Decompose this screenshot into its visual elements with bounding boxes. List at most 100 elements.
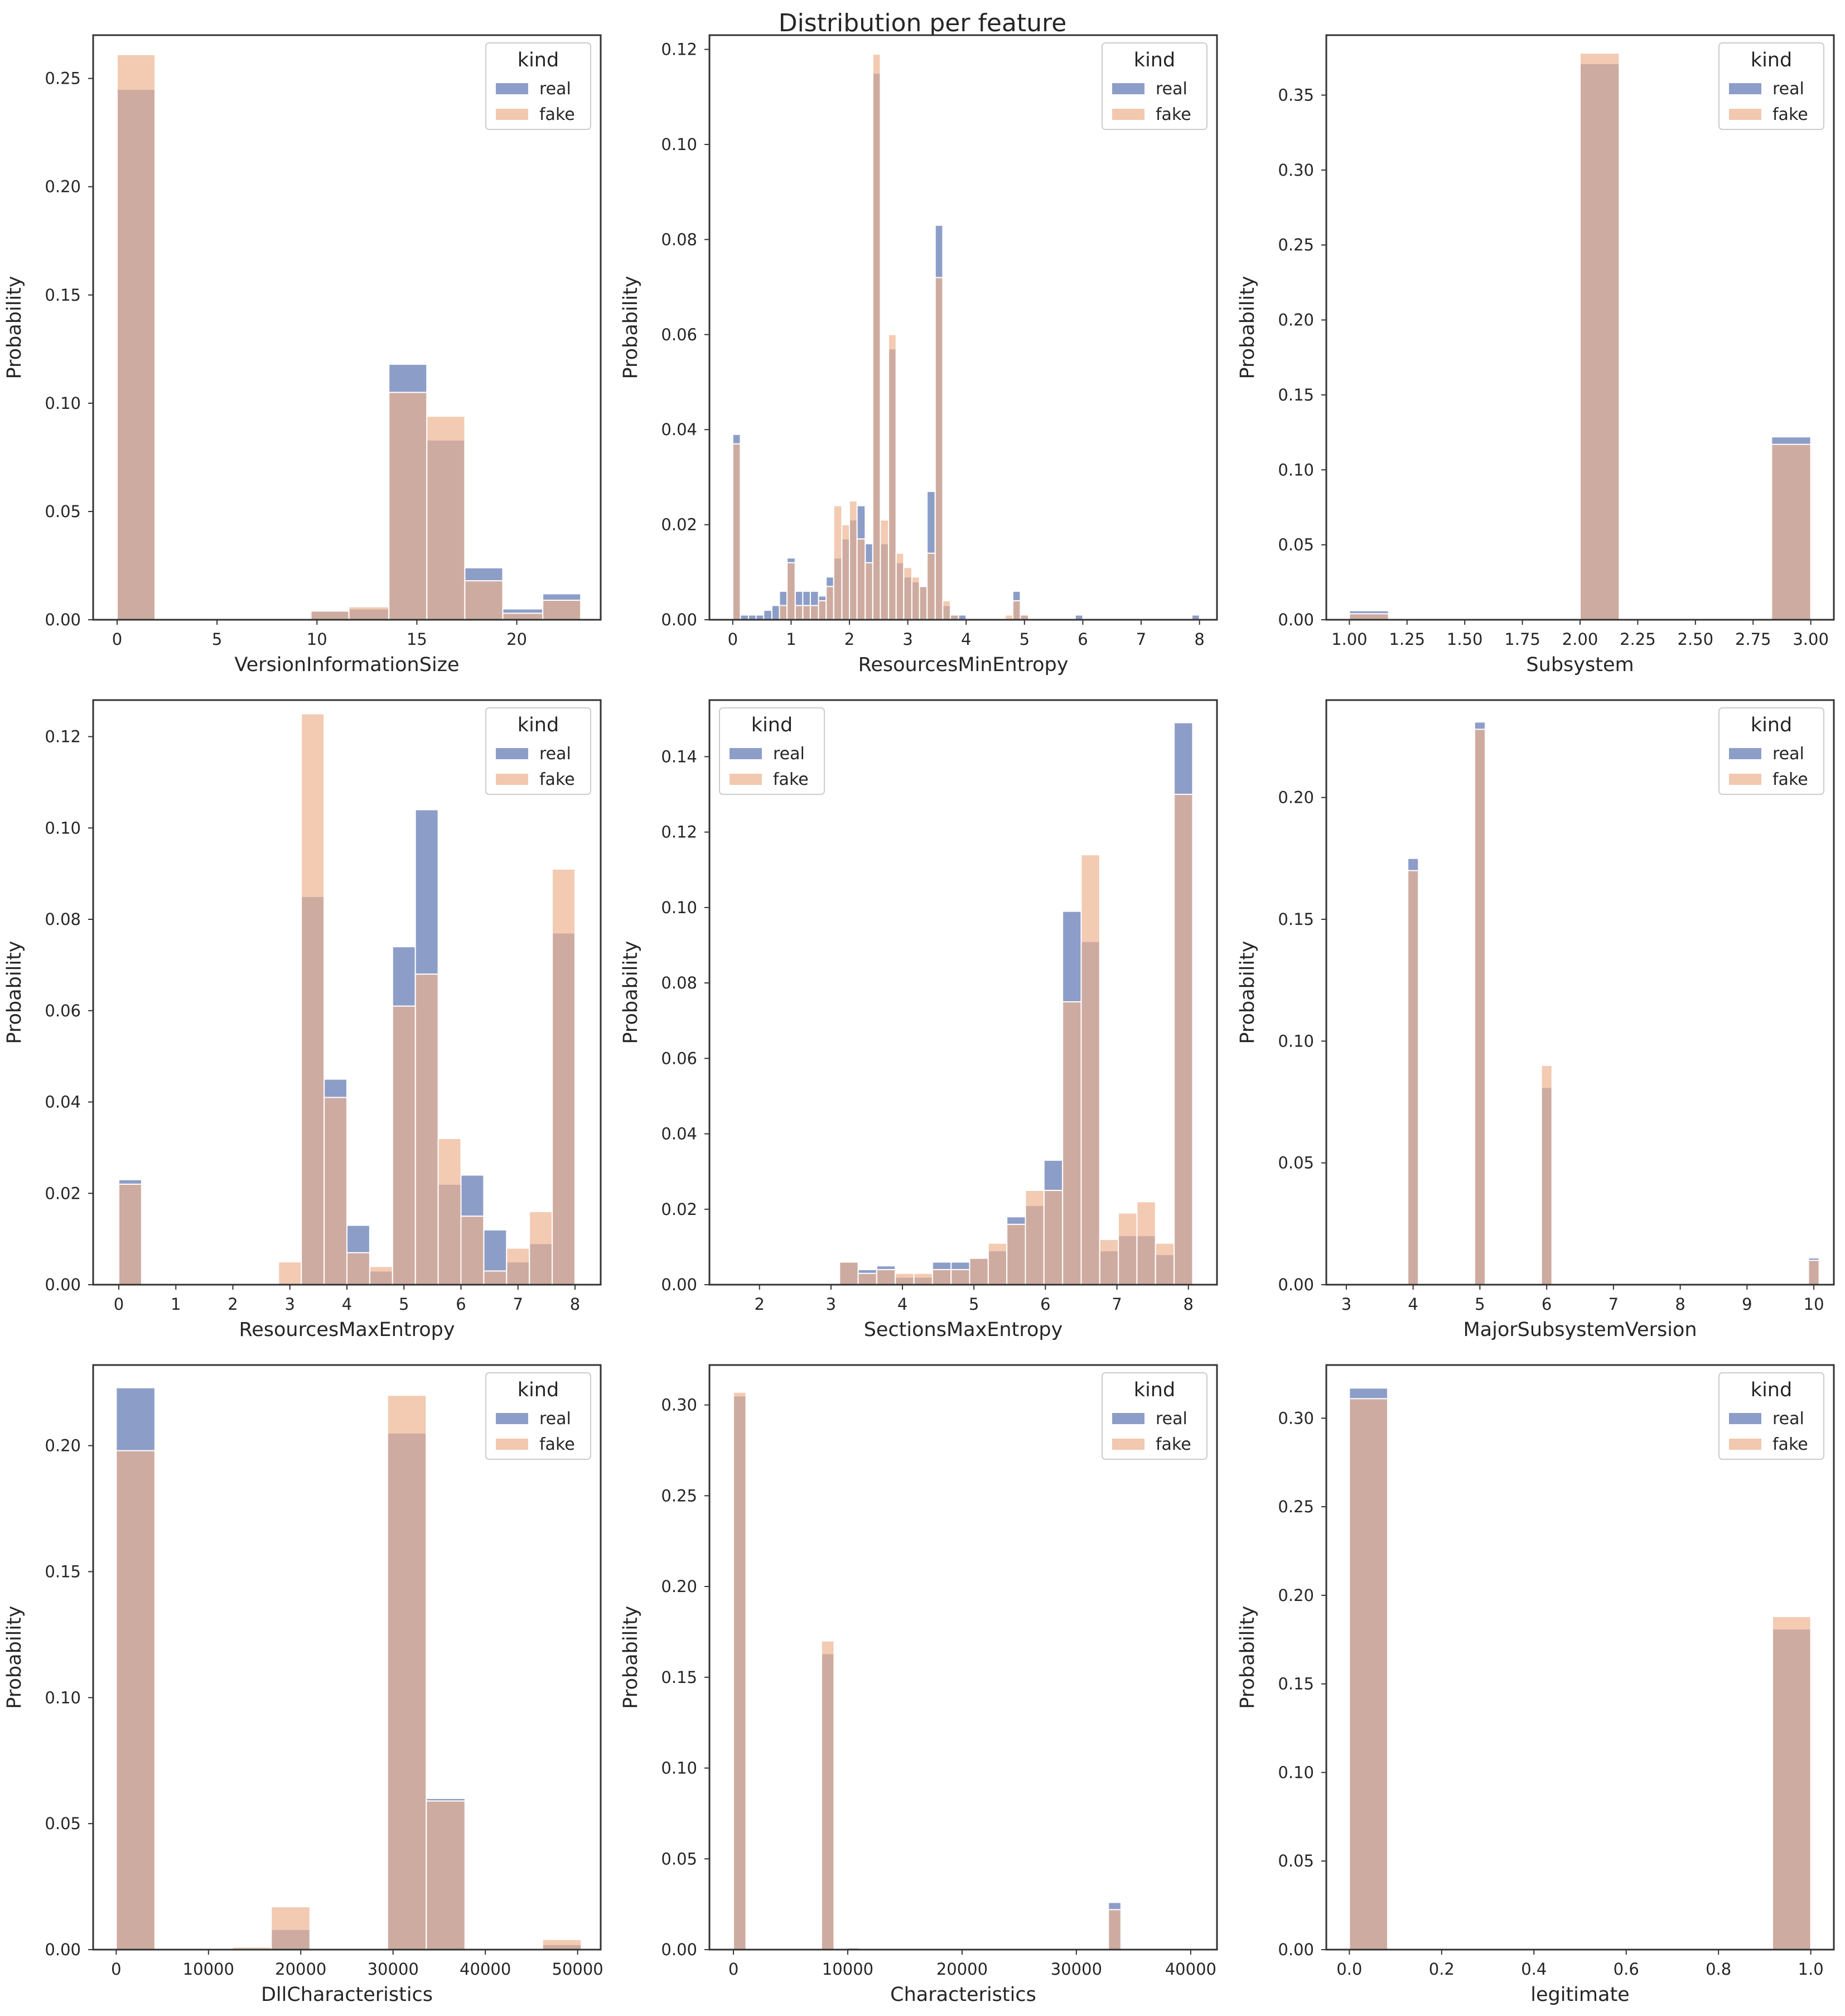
legend-swatch-real: [1112, 83, 1144, 94]
bar-fake: [323, 1097, 347, 1286]
x-tick-label: 8: [1675, 1295, 1685, 1314]
y-tick-label: 0.08: [45, 910, 81, 929]
y-tick-label: 0.00: [1278, 610, 1314, 629]
y-tick-label: 0.10: [661, 135, 697, 154]
y-tick-label: 0.10: [1278, 1031, 1314, 1050]
x-tick-label: 30000: [1051, 1960, 1102, 1979]
y-tick-label: 0.04: [661, 420, 697, 439]
legend-entry-fake: fake: [1772, 105, 1808, 124]
bar-fake: [116, 54, 156, 621]
x-tick-label: 1.50: [1447, 630, 1483, 649]
chart-panel-7: 0 10000 20000 30000 40000 50000 0.00 0.05 0.10 0.…: [3, 1364, 603, 2006]
chart-panel-8: 0 10000 20000 30000 40000 0.00 0.05 0.10 0.15 0.2…: [620, 1364, 1218, 2006]
y-tick-label: 0.00: [45, 1940, 81, 1959]
x-tick-label: 2: [844, 630, 854, 649]
bar-fake: [278, 1261, 302, 1286]
bar-fake: [857, 1272, 877, 1285]
bar-real: [771, 605, 780, 620]
legend-entry-fake: fake: [1772, 1435, 1808, 1454]
y-axis-label: Probability: [1237, 276, 1259, 379]
bar-fake: [1006, 1223, 1026, 1286]
y-tick-label: 0.20: [1278, 788, 1314, 807]
legend: kind real fake: [1718, 42, 1824, 130]
x-tick-label: 8: [1184, 1295, 1194, 1314]
bar-fake: [387, 1395, 427, 1950]
legend-swatch-real: [1729, 83, 1761, 94]
legend-swatch-real: [730, 748, 762, 759]
bar-fake: [841, 524, 851, 621]
y-tick-label: 0.04: [45, 1093, 81, 1112]
legend: kind real fake: [719, 707, 825, 795]
bar-fake: [346, 1252, 370, 1285]
bar-fake: [1808, 1260, 1820, 1286]
legend: kind real fake: [1102, 1372, 1208, 1460]
y-tick-label: 0.30: [1278, 1409, 1314, 1427]
bars: [733, 1391, 1122, 1951]
legend-entry-real: real: [773, 744, 805, 764]
x-tick-label: 0.0: [1336, 1960, 1362, 1979]
y-tick-label: 0.20: [1278, 311, 1314, 330]
bar-fake: [833, 505, 843, 621]
y-tick-label: 0.08: [661, 230, 697, 249]
bar-fake: [880, 519, 890, 620]
y-tick-label: 0.15: [1278, 385, 1314, 404]
x-tick-label: 6: [1542, 1295, 1552, 1314]
y-tick-label: 0.14: [661, 747, 697, 766]
legend-entry-fake: fake: [539, 1435, 575, 1454]
x-tick-label: 20000: [936, 1960, 988, 1979]
panel-grid: 0 5 10 15 200.000.050.100.150.200.25VersionI…: [3, 34, 1835, 2006]
plot-frame: [708, 34, 1218, 621]
y-axis-label: Probability: [3, 941, 26, 1044]
bar-fake: [1540, 1065, 1553, 1285]
legend-box: [1718, 707, 1824, 795]
legend-entry-fake: fake: [539, 770, 575, 789]
x-tick-label: 6: [456, 1295, 466, 1314]
x-tick-label: 3: [1341, 1295, 1351, 1314]
legend-swatch-real: [496, 748, 528, 759]
x-tick-label: 4: [897, 1295, 907, 1314]
y-tick-label: 0.10: [661, 1759, 697, 1778]
y-axis-label: Probability: [1237, 941, 1259, 1044]
legend-entry-real: real: [1156, 1409, 1187, 1429]
bars: [1349, 52, 1812, 621]
y-tick-label: 0.10: [45, 1688, 81, 1707]
bar-fake: [426, 1800, 466, 1950]
bar-fake: [426, 416, 466, 620]
y-tick-label: 0.15: [45, 1562, 81, 1581]
bar-fake: [818, 600, 827, 621]
plot-area: [93, 1365, 601, 1950]
x-tick-label: 1: [786, 630, 796, 649]
bar-fake: [926, 552, 936, 620]
bar-fake: [888, 334, 897, 621]
bar-fake: [872, 54, 881, 620]
y-tick-label: 0.25: [1278, 1497, 1314, 1516]
x-tick-label: 3: [826, 1295, 836, 1314]
y-tick-label: 0.10: [45, 818, 81, 837]
legend-box: [1102, 1372, 1208, 1460]
y-axis-label: Probability: [620, 276, 642, 379]
bar-fake: [348, 606, 390, 620]
x-tick-label: 5: [212, 630, 222, 649]
y-tick-label: 0.06: [661, 1049, 697, 1068]
bar-fake: [1155, 1242, 1175, 1285]
y-tick-label: 0.00: [45, 610, 81, 629]
legend-entry-real: real: [1772, 1409, 1804, 1429]
bar-fake: [542, 1938, 582, 1950]
y-tick-label: 0.15: [661, 1668, 697, 1687]
bar-fake: [1062, 1001, 1082, 1286]
legend: kind real fake: [485, 42, 591, 130]
legend-swatch-fake: [496, 109, 528, 120]
legend-swatch-fake: [496, 774, 528, 785]
bar-fake: [542, 600, 582, 620]
plot-frame: [1325, 699, 1835, 1286]
legend-entry-real: real: [539, 744, 571, 764]
bar-fake: [1136, 1201, 1156, 1285]
y-tick-label: 0.25: [45, 69, 81, 88]
legend-swatch-fake: [496, 1439, 528, 1450]
bar-fake: [856, 538, 866, 621]
x-tick-label: 0: [728, 630, 738, 649]
x-tick-label: 6: [1078, 630, 1088, 649]
plot-frame: [92, 34, 602, 621]
x-axis-label: VersionInformationSize: [234, 654, 459, 676]
y-tick-label: 0.25: [661, 1486, 697, 1505]
